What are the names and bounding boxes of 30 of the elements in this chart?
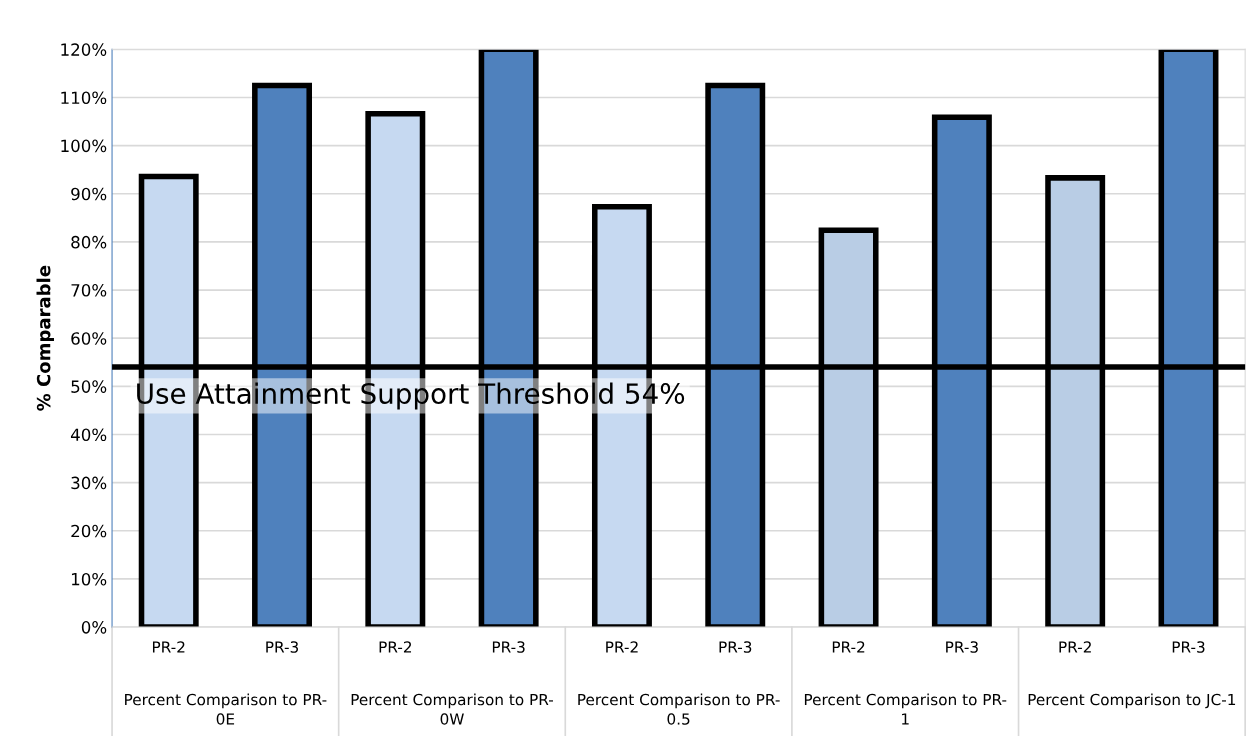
y-tick-label: 20%	[71, 524, 107, 538]
y-axis-title: % Comparable	[36, 265, 54, 411]
ref-line-label: Use Attainment Support Threshold 54%	[137, 382, 685, 410]
y-tick-label: 80%	[71, 235, 107, 249]
x-tick-label: PR-2	[832, 641, 865, 653]
text: Percent Comparison to PR- 0E	[125, 693, 327, 725]
x-tick-label: PR-3	[946, 641, 978, 653]
text: Percent Comparison to JC-1	[1028, 693, 1236, 709]
y-tick-label: 110%	[61, 91, 107, 105]
y-tick-label: 30%	[71, 476, 107, 490]
text: Percent Comparison to PR- 0.5	[578, 693, 780, 725]
y-tick-label: 50%	[71, 380, 107, 393]
x-tick-label: PR-3	[492, 641, 525, 653]
y-tick-label: 10%	[71, 572, 107, 586]
text: Percent Comparison to PR- 0W	[351, 693, 554, 725]
y-tick-label: 70%	[71, 284, 107, 297]
y-tick-label: 90%	[71, 187, 107, 201]
y-tick-label: 60%	[71, 332, 107, 345]
y-tick-label: 100%	[61, 139, 107, 153]
y-tick-label: 40%	[70, 428, 107, 442]
x-tick-label: PR-3	[719, 641, 752, 653]
x-tick-label: PR-2	[1059, 641, 1091, 653]
text: Percent Comparison to PR- 1	[804, 693, 1007, 725]
x-tick-label: PR-2	[379, 641, 412, 653]
y-tick-label: 120%	[61, 43, 107, 56]
x-tick-label: PR-2	[606, 641, 638, 653]
x-tick-label: PR-3	[1172, 641, 1205, 653]
x-tick-label: PR-3	[266, 641, 299, 653]
y-tick-label: 0%	[81, 621, 107, 634]
x-tick-label: PR-2	[152, 641, 185, 653]
